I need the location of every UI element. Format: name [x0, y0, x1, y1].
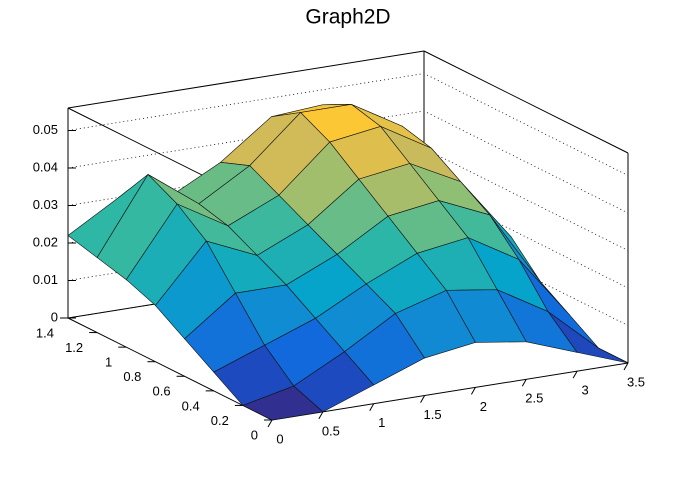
x-tick-label: 0.5: [322, 423, 340, 438]
grid-line: [67, 73, 629, 176]
x-tick-label: 0: [276, 431, 283, 446]
y-tick-label: 0.8: [123, 369, 141, 384]
x-tick-label: 2.5: [525, 391, 543, 406]
z-tick-label: 0.03: [33, 197, 58, 212]
y-tick-label: 0.6: [152, 384, 170, 399]
z-tick-label: 0.04: [33, 159, 58, 174]
y-tick-label: 1.4: [36, 325, 54, 340]
axis-box-line: [67, 50, 425, 109]
x-tick: [267, 419, 273, 428]
x-tick-label: 3.5: [627, 374, 645, 389]
chart-title: Graph2D: [305, 6, 390, 29]
z-tick-label: 0.01: [33, 272, 58, 287]
y-tick-label: 0: [251, 427, 258, 442]
y-tick-label: 1.2: [65, 340, 83, 355]
grid-line: [67, 110, 629, 214]
x-tick: [521, 379, 527, 387]
x-tick: [470, 387, 476, 395]
x-tick: [369, 403, 375, 411]
x-tick-label: 2: [480, 399, 487, 414]
x-tick: [572, 370, 578, 379]
axis-box-line: [423, 50, 629, 154]
axis-box-line: [67, 317, 273, 421]
y-tick-label: 1: [105, 355, 112, 370]
z-tick-label: 0.05: [33, 122, 58, 137]
surface-patch: [242, 385, 324, 421]
x-tick: [623, 362, 629, 371]
y-tick-label: 0.2: [211, 413, 229, 428]
x-tick-label: 1.5: [424, 407, 442, 422]
x-tick: [420, 395, 426, 403]
x-tick-label: 1: [378, 415, 385, 430]
z-tick-label: 0: [51, 309, 58, 324]
x-tick: [318, 411, 324, 420]
axis-box-line: [271, 362, 629, 421]
x-tick-label: 3: [582, 383, 589, 398]
z-tick-label: 0.02: [33, 234, 58, 249]
y-tick-label: 0.4: [182, 398, 200, 413]
